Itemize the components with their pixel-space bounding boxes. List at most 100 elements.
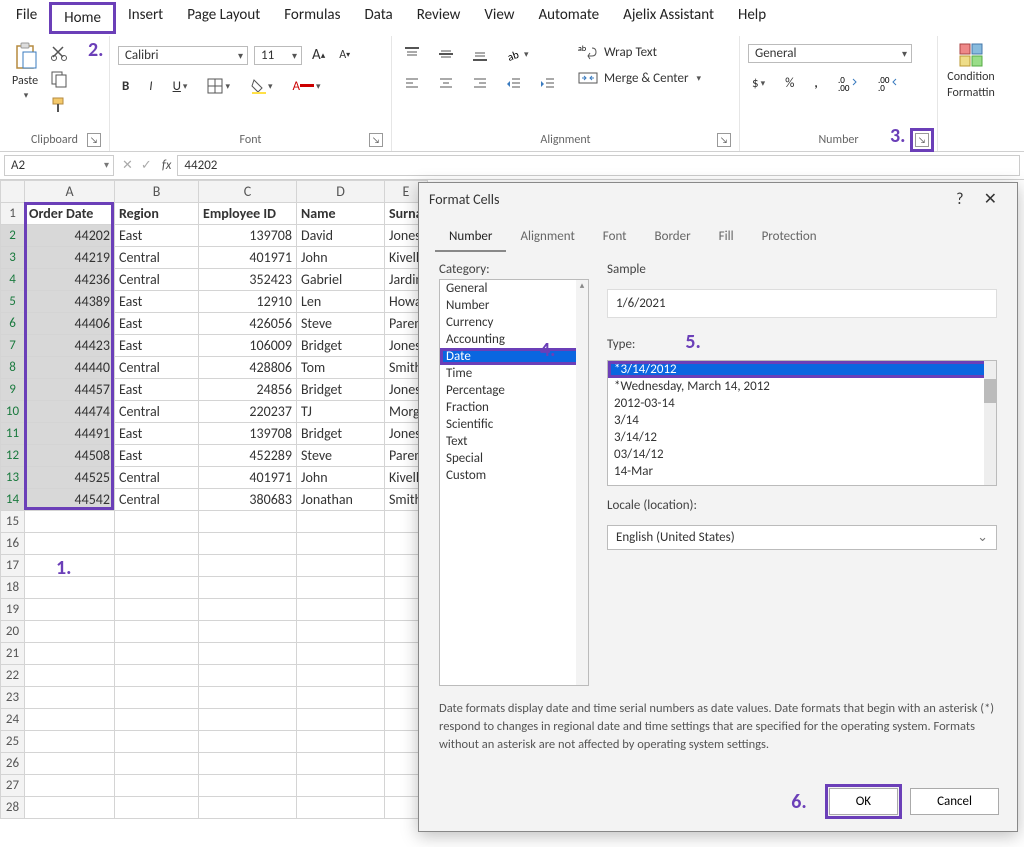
- underline-button[interactable]: U▾: [169, 77, 192, 96]
- menu-tab-help[interactable]: Help: [726, 2, 778, 34]
- row-header[interactable]: 9: [1, 379, 25, 401]
- row-header[interactable]: 8: [1, 357, 25, 379]
- cell[interactable]: TJ: [297, 401, 385, 423]
- col-header[interactable]: D: [297, 181, 385, 203]
- row-header[interactable]: 26: [1, 753, 25, 775]
- type-item[interactable]: 03/14/12: [608, 446, 996, 463]
- cell[interactable]: [199, 621, 297, 643]
- category-item[interactable]: Percentage: [440, 382, 588, 399]
- cell[interactable]: [297, 775, 385, 797]
- cell[interactable]: [297, 797, 385, 819]
- cell[interactable]: [199, 577, 297, 599]
- cell[interactable]: [297, 687, 385, 709]
- row-header[interactable]: 21: [1, 643, 25, 665]
- row-header[interactable]: 11: [1, 423, 25, 445]
- align-bottom-icon[interactable]: [468, 44, 492, 64]
- cell[interactable]: 106009: [199, 335, 297, 357]
- category-item[interactable]: Special: [440, 450, 588, 467]
- align-middle-icon[interactable]: [434, 44, 458, 64]
- cell[interactable]: East: [115, 423, 199, 445]
- cell[interactable]: 380683: [199, 489, 297, 511]
- cell[interactable]: 139708: [199, 225, 297, 247]
- row-header[interactable]: 23: [1, 687, 25, 709]
- type-item[interactable]: 2012-03-14: [608, 395, 996, 412]
- alignment-launcher[interactable]: ↘: [717, 133, 731, 147]
- font-launcher[interactable]: ↘: [369, 133, 383, 147]
- dialog-tab-alignment[interactable]: Alignment: [506, 223, 588, 252]
- row-header[interactable]: 6: [1, 313, 25, 335]
- cell[interactable]: East: [115, 379, 199, 401]
- row-header[interactable]: 12: [1, 445, 25, 467]
- cell[interactable]: 352423: [199, 269, 297, 291]
- number-format-combo[interactable]: General: [748, 44, 912, 63]
- cell[interactable]: [115, 577, 199, 599]
- category-item[interactable]: Number: [440, 297, 588, 314]
- menu-tab-file[interactable]: File: [4, 2, 49, 34]
- cell[interactable]: [25, 621, 115, 643]
- locale-combo[interactable]: English (United States): [607, 525, 997, 550]
- cell[interactable]: 44202: [25, 225, 115, 247]
- menu-tab-insert[interactable]: Insert: [116, 2, 175, 34]
- cell[interactable]: [115, 533, 199, 555]
- dialog-tab-number[interactable]: Number: [435, 223, 506, 252]
- cell[interactable]: [199, 687, 297, 709]
- cell[interactable]: [115, 665, 199, 687]
- row-header[interactable]: 19: [1, 599, 25, 621]
- cancel-button[interactable]: Cancel: [910, 788, 999, 815]
- cell[interactable]: Tom: [297, 357, 385, 379]
- cell[interactable]: [115, 797, 199, 819]
- cell[interactable]: East: [115, 445, 199, 467]
- cell[interactable]: 452289: [199, 445, 297, 467]
- col-header[interactable]: C: [199, 181, 297, 203]
- row-header[interactable]: 22: [1, 665, 25, 687]
- menu-tab-automate[interactable]: Automate: [526, 2, 611, 34]
- dialog-close-button[interactable]: ✕: [974, 189, 1007, 209]
- format-painter-icon[interactable]: [50, 96, 68, 114]
- cell[interactable]: [115, 511, 199, 533]
- category-item[interactable]: Accounting: [440, 331, 588, 348]
- cell[interactable]: John: [297, 467, 385, 489]
- dialog-tab-protection[interactable]: Protection: [748, 223, 831, 252]
- decrease-decimal-icon[interactable]: .00.0: [874, 73, 902, 93]
- menu-tab-home[interactable]: Home: [49, 2, 116, 34]
- cell[interactable]: [115, 555, 199, 577]
- cell[interactable]: [199, 775, 297, 797]
- align-top-icon[interactable]: [400, 44, 424, 64]
- cell[interactable]: Order Date: [25, 203, 115, 225]
- row-header[interactable]: 25: [1, 731, 25, 753]
- borders-button[interactable]: ▾: [203, 76, 234, 96]
- row-header[interactable]: 28: [1, 797, 25, 819]
- category-item[interactable]: General: [440, 280, 588, 297]
- cell[interactable]: Bridget: [297, 379, 385, 401]
- type-item[interactable]: *Wednesday, March 14, 2012: [608, 378, 996, 395]
- cell[interactable]: 44440: [25, 357, 115, 379]
- cell[interactable]: 428806: [199, 357, 297, 379]
- fx-icon[interactable]: fx: [156, 158, 178, 173]
- cell[interactable]: Bridget: [297, 423, 385, 445]
- fill-color-button[interactable]: ▾: [246, 76, 277, 96]
- row-header[interactable]: 10: [1, 401, 25, 423]
- cell[interactable]: [25, 533, 115, 555]
- cell[interactable]: 44423: [25, 335, 115, 357]
- align-right-icon[interactable]: [468, 74, 492, 94]
- cell[interactable]: 44525: [25, 467, 115, 489]
- row-header[interactable]: 20: [1, 621, 25, 643]
- cut-icon[interactable]: [50, 44, 68, 62]
- cell[interactable]: [199, 511, 297, 533]
- category-item[interactable]: Time: [440, 365, 588, 382]
- cancel-formula-icon[interactable]: ✕: [118, 156, 137, 175]
- cell[interactable]: [25, 665, 115, 687]
- wrap-text-button[interactable]: ab Wrap Text: [578, 44, 701, 60]
- category-item[interactable]: Text: [440, 433, 588, 450]
- cell[interactable]: Employee ID: [199, 203, 297, 225]
- row-header[interactable]: 18: [1, 577, 25, 599]
- cell[interactable]: [115, 775, 199, 797]
- increase-font-icon[interactable]: A▴: [308, 44, 329, 66]
- cell[interactable]: [25, 797, 115, 819]
- cell[interactable]: [297, 753, 385, 775]
- dialog-tab-border[interactable]: Border: [641, 223, 705, 252]
- col-header[interactable]: A: [25, 181, 115, 203]
- cell[interactable]: [199, 665, 297, 687]
- menu-tab-review[interactable]: Review: [405, 2, 473, 34]
- row-header[interactable]: 2: [1, 225, 25, 247]
